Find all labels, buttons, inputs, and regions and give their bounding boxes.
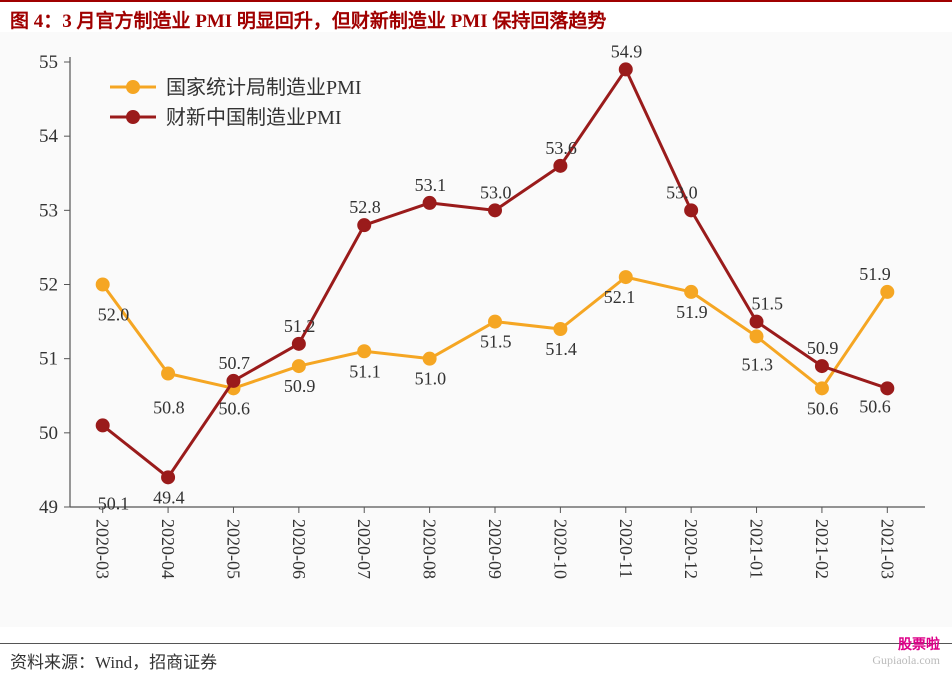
series-marker (620, 271, 632, 283)
x-tick-label: 2020-09 (485, 519, 505, 579)
x-tick-label: 2020-06 (289, 519, 309, 579)
x-tick-label: 2020-07 (354, 519, 374, 579)
series-marker (620, 63, 632, 75)
series-marker (162, 471, 174, 483)
data-label: 53.6 (545, 138, 577, 158)
data-label: 52.1 (604, 287, 636, 307)
watermark: 股票啦 Gupiaola.com (872, 638, 940, 667)
series-marker (424, 353, 436, 365)
x-tick-label: 2020-08 (420, 519, 440, 579)
y-tick-label: 53 (39, 200, 58, 221)
series-marker (489, 316, 501, 328)
data-label: 53.0 (480, 182, 512, 202)
data-label: 50.9 (807, 338, 839, 358)
series-marker (424, 197, 436, 209)
y-tick-label: 54 (39, 126, 59, 147)
series-marker (554, 160, 566, 172)
data-label: 50.6 (859, 396, 891, 416)
x-tick-label: 2021-03 (877, 519, 897, 579)
legend-label: 财新中国制造业PMI (166, 106, 342, 129)
series-marker (227, 375, 239, 387)
series-marker (97, 279, 109, 291)
x-tick-label: 2020-03 (93, 519, 113, 579)
source-footer: 资料来源：Wind，招商证券 股票啦 Gupiaola.com (0, 643, 952, 673)
watermark-top: 股票啦 (872, 638, 940, 653)
series-marker (162, 368, 174, 380)
data-label: 53.1 (415, 175, 447, 195)
legend-marker (127, 111, 139, 123)
y-tick-label: 52 (39, 275, 58, 296)
data-label: 50.9 (284, 376, 316, 396)
legend-marker (127, 81, 139, 93)
figure-container: 图 4：3 月官方制造业 PMI 明显回升，但财新制造业 PMI 保持回落趋势 … (0, 0, 952, 673)
title-bar: 图 4：3 月官方制造业 PMI 明显回升，但财新制造业 PMI 保持回落趋势 (0, 0, 952, 32)
series-marker (881, 286, 893, 298)
series-marker (489, 204, 501, 216)
data-label: 51.2 (284, 316, 316, 336)
x-tick-label: 2020-11 (616, 519, 636, 578)
series-marker (685, 204, 697, 216)
data-label: 51.3 (742, 354, 774, 374)
data-label: 50.7 (218, 353, 250, 373)
series-marker (554, 323, 566, 335)
series-marker (293, 360, 305, 372)
data-label: 50.6 (218, 398, 250, 418)
data-label: 51.0 (415, 369, 447, 389)
legend-label: 国家统计局制造业PMI (166, 76, 362, 99)
data-label: 50.8 (153, 398, 185, 418)
watermark-bottom: Gupiaola.com (872, 654, 940, 667)
data-label: 51.5 (480, 332, 512, 352)
x-tick-label: 2021-01 (747, 519, 767, 579)
x-tick-label: 2020-12 (681, 519, 701, 579)
x-tick-label: 2020-05 (223, 519, 243, 579)
series-marker (358, 219, 370, 231)
series-marker (293, 338, 305, 350)
series-marker (97, 419, 109, 431)
series-marker (751, 330, 763, 342)
series-marker (358, 345, 370, 357)
data-label: 52.8 (349, 197, 381, 217)
source-text: 资料来源：Wind，招商证券 (10, 653, 217, 672)
data-label: 51.1 (349, 361, 381, 381)
line-chart-svg: 49 50 51 52 53 54 55 2020-03 2020-04 2020-05 2020-… (0, 32, 952, 627)
x-tick-label: 2021-02 (812, 519, 832, 579)
series-marker (751, 316, 763, 328)
data-label: 50.6 (807, 398, 839, 418)
data-label: 49.4 (153, 487, 185, 507)
chart-area: 49 50 51 52 53 54 55 2020-03 2020-04 2020-05 2020-… (0, 32, 952, 627)
series-marker (881, 382, 893, 394)
x-tick-label: 2020-04 (158, 519, 178, 579)
series-marker (816, 360, 828, 372)
x-tick-label: 2020-10 (550, 519, 570, 579)
y-tick-label: 49 (39, 497, 58, 518)
data-label: 51.9 (676, 302, 708, 322)
data-label: 53.0 (666, 182, 698, 202)
chart-title: 图 4：3 月官方制造业 PMI 明显回升，但财新制造业 PMI 保持回落趋势 (10, 11, 606, 32)
series-marker (685, 286, 697, 298)
data-label: 52.0 (98, 305, 130, 325)
data-label: 50.1 (98, 493, 130, 513)
data-label: 51.5 (752, 294, 784, 314)
y-tick-label: 55 (39, 52, 58, 73)
data-label: 51.4 (545, 339, 577, 359)
data-label: 54.9 (611, 41, 643, 61)
y-tick-label: 50 (39, 423, 58, 444)
series-marker (816, 382, 828, 394)
y-tick-label: 51 (39, 349, 58, 370)
data-label: 51.9 (859, 264, 891, 284)
